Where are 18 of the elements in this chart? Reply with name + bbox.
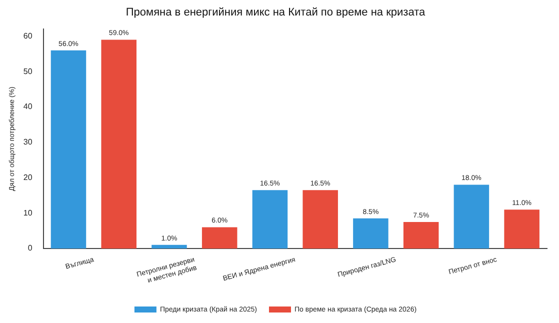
bar xyxy=(403,222,439,248)
bar xyxy=(101,40,136,248)
bar xyxy=(504,210,540,248)
bar xyxy=(454,184,490,248)
bar xyxy=(50,50,86,248)
y-tick-label: 0 xyxy=(28,244,33,253)
chart-title: Промяна в енергийния микс на Китай по време на кризата xyxy=(126,6,426,19)
bar xyxy=(353,218,388,248)
y-tick-label: 20 xyxy=(23,172,33,182)
y-tick-label: 40 xyxy=(23,102,33,112)
bar xyxy=(202,227,238,248)
y-tick-label: 50 xyxy=(23,66,33,76)
bar xyxy=(252,190,288,248)
y-tick-label: 10 xyxy=(23,208,33,218)
bar xyxy=(302,190,338,248)
bar xyxy=(152,244,187,248)
y-tick-label: 30 xyxy=(23,138,33,147)
y-tick-label: 60 xyxy=(23,31,33,40)
